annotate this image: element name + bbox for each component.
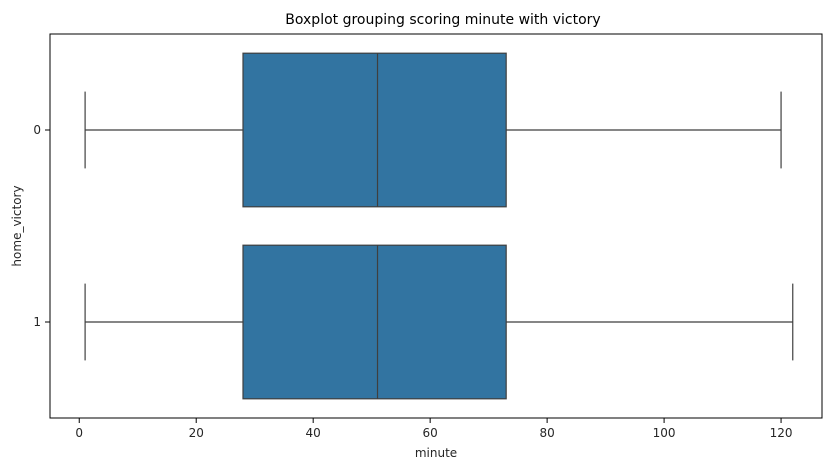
x-axis: 0 20 40 60 80 100 120 bbox=[75, 418, 793, 440]
y-axis-label: home_victory bbox=[10, 185, 24, 266]
x-tick-label: 20 bbox=[189, 426, 204, 440]
plot-frame bbox=[49, 33, 823, 419]
x-axis-label: minute bbox=[415, 446, 457, 460]
box-group-0 bbox=[84, 52, 782, 208]
x-tick-label: 80 bbox=[539, 426, 554, 440]
x-tick-label: 120 bbox=[770, 426, 793, 440]
y-tick-label: 0 bbox=[33, 123, 41, 137]
plot-area bbox=[84, 52, 794, 400]
iqr-box bbox=[242, 244, 507, 400]
y-axis: 01 bbox=[33, 123, 50, 329]
iqr-box bbox=[242, 52, 507, 208]
x-tick-label: 60 bbox=[423, 426, 438, 440]
y-tick-label: 1 bbox=[33, 315, 41, 329]
box-group-1 bbox=[84, 244, 794, 400]
x-tick-label: 40 bbox=[306, 426, 321, 440]
x-tick-label: 0 bbox=[75, 426, 83, 440]
x-tick-label: 100 bbox=[653, 426, 676, 440]
chart-title: Boxplot grouping scoring minute with vic… bbox=[285, 12, 600, 28]
